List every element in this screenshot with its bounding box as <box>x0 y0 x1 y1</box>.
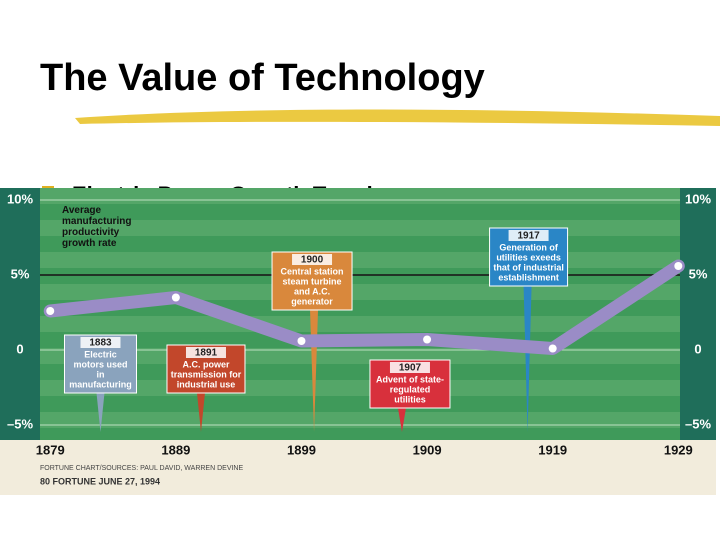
annotation-header <box>80 337 121 348</box>
x-tick-label: 1909 <box>413 442 442 457</box>
y-axis-label: Average manufacturing productivity growth r… <box>62 205 131 249</box>
footer-text: 80 FORTUNE JUNE 27, 1994 <box>40 476 160 486</box>
background-band <box>40 316 680 332</box>
annotation-text: Central station <box>281 266 344 276</box>
annotation-pin <box>196 393 205 432</box>
annotation-year: 1917 <box>517 231 540 242</box>
x-tick-label: 1919 <box>538 442 567 457</box>
annotation-year: 1907 <box>399 363 422 374</box>
y-tick-label: 10% <box>7 191 33 206</box>
y-tick-label: 0 <box>694 341 701 356</box>
annotation-pin <box>397 408 406 432</box>
annotation-header <box>508 230 549 241</box>
annotation-pin <box>96 393 105 432</box>
y-tick-label: 5% <box>689 266 708 281</box>
data-point <box>171 293 180 302</box>
y-tick-label: 10% <box>685 191 711 206</box>
y-tick-label: 5% <box>11 266 30 281</box>
annotation-text: transmission for <box>171 369 242 379</box>
annotation-header <box>389 362 430 373</box>
data-point <box>674 262 683 270</box>
source-text: FORTUNE CHART/SOURCES: PAUL DAVID, WARRE… <box>40 465 243 472</box>
annotation-year: 1900 <box>301 255 324 266</box>
annotation-text: utilities <box>394 394 426 404</box>
annotation-text: and A.C. <box>294 286 330 296</box>
annotation-text: motors used <box>73 359 127 369</box>
annotation-text: Electric <box>84 349 117 359</box>
slide-title: The Value of Technology <box>40 57 485 99</box>
x-tick-label: 1929 <box>664 442 693 457</box>
y-tick-label: –5% <box>7 416 33 431</box>
left-strip <box>0 188 40 440</box>
y-tick-label: –5% <box>685 416 711 431</box>
x-tick-label: 1889 <box>161 442 190 457</box>
annotation-text: establishment <box>498 272 559 282</box>
background-band <box>40 220 680 236</box>
annotation-text: steam turbine <box>283 276 342 286</box>
background-band <box>40 252 680 268</box>
data-point <box>423 335 432 344</box>
annotation-text: A.C. power <box>182 359 230 369</box>
right-strip <box>680 188 716 440</box>
x-tick-label: 1879 <box>36 442 65 457</box>
annotation-header <box>292 254 333 265</box>
annotation-text: industrial use <box>177 379 236 389</box>
annotation-text: Generation of <box>499 242 559 252</box>
annotation-text: in <box>96 369 104 379</box>
annotation-text: generator <box>291 296 333 306</box>
annotation-year: 1891 <box>195 348 218 359</box>
annotation-pin <box>523 286 532 432</box>
data-line <box>43 259 685 355</box>
annotation-text: Advent of state- <box>376 374 444 384</box>
title-underline <box>75 109 720 126</box>
background-band <box>40 188 680 204</box>
annotation-text: utilities exeeds <box>496 252 561 262</box>
annotation-text: manufacturing <box>69 379 132 389</box>
annotation-text: regulated <box>390 384 431 394</box>
background-band <box>40 284 680 300</box>
footer-band <box>0 440 716 495</box>
annotation-text: that of industrial <box>493 262 564 272</box>
data-point <box>297 337 306 345</box>
chart: 10% 10% 5% 5% 0 0 –5% –5% Average manufacturing pr… <box>0 188 716 495</box>
y-tick-label: 0 <box>16 341 23 356</box>
annotation-year: 1883 <box>89 338 112 349</box>
annotation-header <box>185 347 226 358</box>
data-point <box>46 307 55 315</box>
x-tick-label: 1899 <box>287 442 316 457</box>
data-point <box>548 344 557 353</box>
background-band <box>40 412 680 428</box>
